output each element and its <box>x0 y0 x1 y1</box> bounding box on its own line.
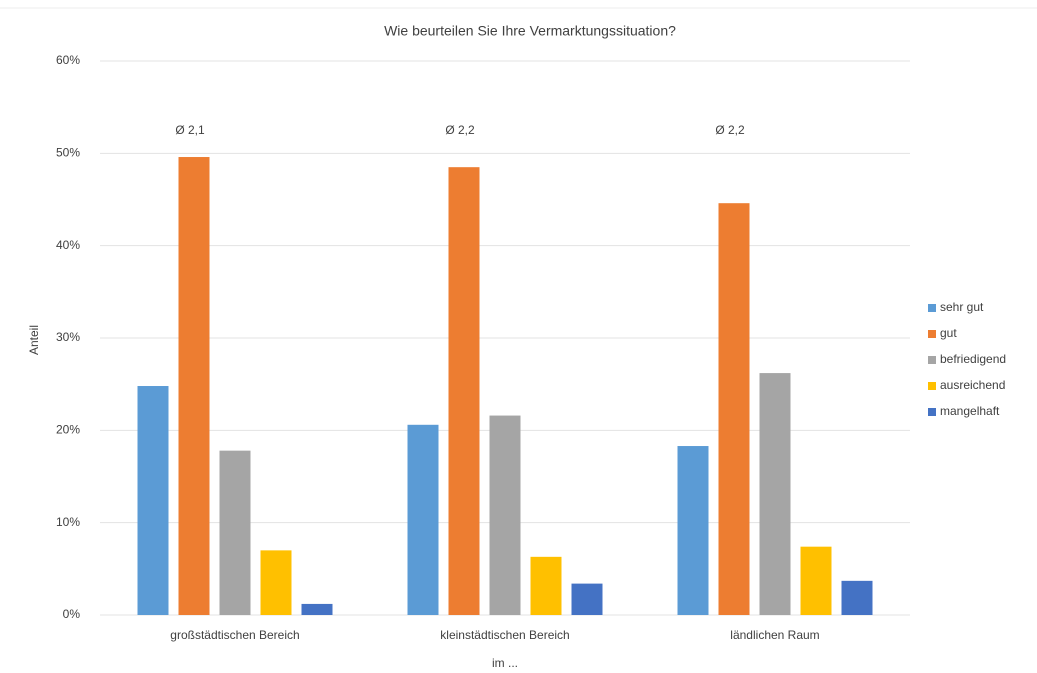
x-tick-label: großstädtischen Bereich <box>170 628 299 642</box>
y-tick-label: 30% <box>56 330 80 344</box>
y-tick-label: 20% <box>56 423 80 437</box>
x-tick-label: ländlichen Raum <box>730 628 819 642</box>
bar <box>530 556 562 615</box>
chart-title: Wie beurteilen Sie Ihre Vermarktungssitu… <box>384 23 676 39</box>
legend-swatch <box>928 356 936 364</box>
legend-swatch <box>928 304 936 312</box>
annotation: Ø 2,1 <box>175 123 205 137</box>
bar <box>800 546 832 615</box>
bar <box>219 450 251 615</box>
x-axis-label: im ... <box>492 656 518 670</box>
legend-swatch <box>928 408 936 416</box>
y-tick-label: 40% <box>56 238 80 252</box>
y-tick-label: 60% <box>56 53 80 67</box>
legend-label: mangelhaft <box>940 404 1000 418</box>
bar <box>260 550 292 615</box>
legend-label: befriedigend <box>940 352 1006 366</box>
y-tick-label: 0% <box>63 607 81 621</box>
legend-label: gut <box>940 326 957 340</box>
bar <box>489 415 521 615</box>
bar <box>759 373 791 615</box>
bar <box>718 203 750 615</box>
annotation: Ø 2,2 <box>445 123 475 137</box>
bar <box>301 603 333 615</box>
bar <box>137 386 169 615</box>
y-tick-label: 10% <box>56 515 80 529</box>
y-tick-label: 50% <box>56 146 80 160</box>
legend-label: ausreichend <box>940 378 1005 392</box>
bar <box>571 583 603 615</box>
bar <box>407 424 439 615</box>
annotation: Ø 2,2 <box>715 123 745 137</box>
bar <box>448 167 480 615</box>
legend-swatch <box>928 330 936 338</box>
bar <box>841 580 873 615</box>
bar <box>677 446 709 615</box>
bar <box>178 157 210 615</box>
legend-label: sehr gut <box>940 300 984 314</box>
x-tick-label: kleinstädtischen Bereich <box>440 628 569 642</box>
legend-swatch <box>928 382 936 390</box>
y-axis-label: Anteil <box>27 325 41 355</box>
